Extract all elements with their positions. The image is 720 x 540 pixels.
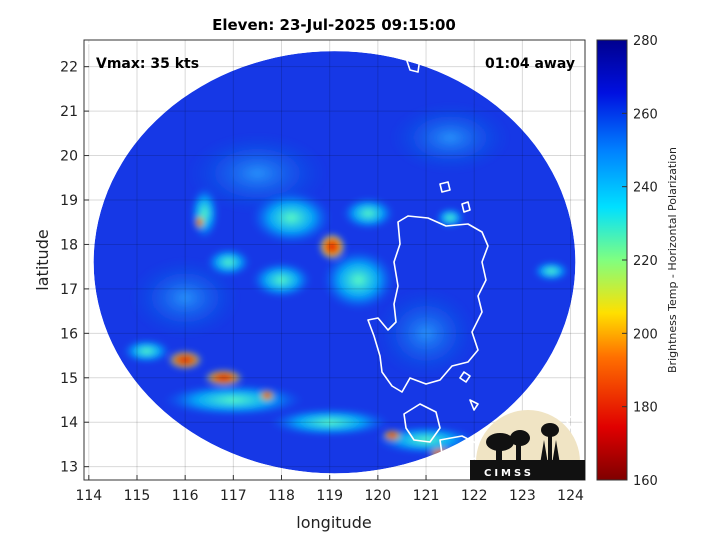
swath-feature-texture [376, 288, 477, 379]
y-tick-label: 18 [60, 237, 78, 253]
y-axis-label: latitude [33, 229, 52, 290]
swath-feature-west-rainband [190, 187, 219, 240]
x-tick-label: 124 [557, 488, 584, 504]
vmax-annotation: Vmax: 35 kts [96, 56, 199, 72]
axes-box [83, 39, 586, 481]
logo-text: CIMSS [484, 468, 534, 479]
y-tick-label: 14 [60, 415, 78, 431]
swath-feature-south-band [269, 408, 390, 437]
cimss-logo: CIMSS [470, 410, 585, 480]
colorbar-tick-label: 280 [633, 34, 658, 49]
colorbar-tick-label: 160 [633, 474, 658, 489]
swath-feature-sw-convection [203, 368, 244, 387]
coastline-china [84, 40, 421, 73]
colorbar-label: Brightness Temp - Horizontal Polarizatio… [666, 147, 679, 373]
coastline-taiwan-islet [439, 181, 471, 213]
swath-feature-spiral-band [342, 197, 395, 230]
swath-feature-spiral-band [251, 191, 332, 244]
swath-feature-spiral-band [251, 262, 312, 298]
colorbar: 160 180 200 220 240 260 280 Brightness Temp - … [596, 34, 679, 489]
colorbar-tick-label: 220 [633, 254, 658, 269]
y-tick-label: 17 [60, 282, 78, 298]
y-tick-label: 16 [60, 326, 78, 342]
swath-feature-south-band [122, 339, 171, 364]
swath-feature-sw-convection [259, 389, 276, 402]
y-tick-label: 19 [60, 193, 78, 209]
colorbar-ticks: 160 180 200 220 240 260 280 [622, 34, 658, 489]
x-tick-label: 122 [461, 488, 488, 504]
x-axis-ticks: 114 115 116 117 118 119 120 121 122 123 124 [75, 475, 584, 504]
swath-feature-spiral-band [322, 250, 395, 310]
coastline-far-east [565, 411, 585, 437]
x-axis-label: longitude [296, 513, 371, 532]
colorbar-tick-label: 180 [633, 401, 658, 416]
y-tick-label: 22 [60, 60, 78, 76]
swath-feature-west-rainband-hot [194, 215, 205, 230]
swath-feature-sw-convection [167, 350, 204, 370]
swath-feature-texture [130, 257, 241, 338]
coastline-mindoro [403, 403, 441, 443]
coastline-batan [459, 371, 479, 411]
logo-silhouette [470, 423, 585, 480]
colorbar-tick-label: 260 [633, 107, 658, 122]
brightness-swath [93, 51, 576, 474]
x-tick-label: 118 [268, 488, 295, 504]
x-tick-label: 115 [124, 488, 151, 504]
x-tick-label: 123 [509, 488, 536, 504]
coastline-luzon [367, 215, 489, 393]
y-tick-label: 15 [60, 371, 78, 387]
y-tick-label: 13 [60, 460, 78, 476]
x-tick-label: 117 [220, 488, 247, 504]
y-axis-ticks: 13 14 15 16 17 18 19 20 21 22 [60, 60, 89, 476]
y-tick-label: 20 [60, 149, 78, 165]
swath-feature-eye-core [318, 232, 347, 261]
swath-feature-west-rainband [206, 248, 251, 277]
colorbar-tick-label: 200 [633, 327, 658, 342]
swath-feature-east-cell [533, 261, 570, 282]
colorbar-tick-label: 240 [633, 181, 658, 196]
time-away-annotation: 01:04 away [485, 56, 575, 72]
swath-feature-south-hot [382, 429, 403, 442]
y-tick-label: 21 [60, 104, 78, 120]
swath-feature-east-cell [436, 207, 465, 228]
x-tick-label: 119 [316, 488, 343, 504]
x-tick-label: 120 [364, 488, 391, 504]
swath-feature-texture [390, 102, 511, 173]
x-tick-label: 121 [413, 488, 440, 504]
chart-title: Eleven: 23-Jul-2025 09:15:00 [212, 16, 456, 34]
x-tick-label: 116 [172, 488, 199, 504]
grid-lines [84, 40, 585, 480]
x-tick-label: 114 [75, 488, 102, 504]
